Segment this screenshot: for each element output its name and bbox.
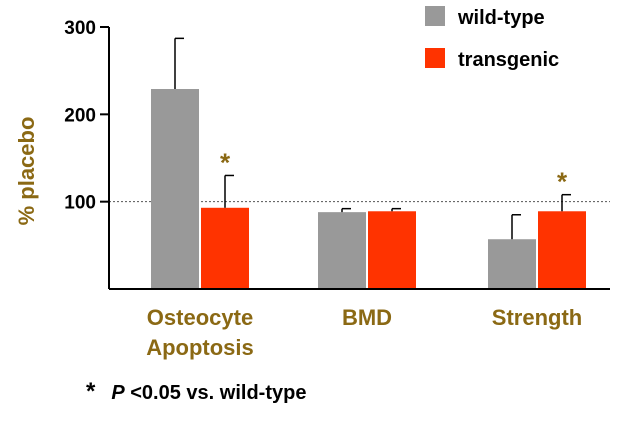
legend-swatch-wild-type [425, 6, 445, 26]
category-label: BMD [342, 305, 392, 330]
bar-transgenic-1 [368, 211, 416, 289]
category-label: Apoptosis [146, 335, 254, 360]
legend-swatch-transgenic [425, 48, 445, 68]
footnote: * P <0.05 vs. wild-type [86, 378, 306, 406]
footnote-p: P [111, 382, 125, 404]
y-tick-label: 300 [64, 18, 96, 39]
footnote-text: <0.05 vs. wild-type [130, 382, 307, 404]
y-tick-label: 100 [64, 193, 96, 214]
bar-transgenic-0 [201, 207, 249, 289]
significance-marker: * [220, 147, 231, 177]
y-tick-label: 200 [64, 105, 96, 126]
bar-wild-type-0 [151, 89, 199, 289]
legend: wild-type transgenic [425, 6, 559, 71]
legend-label-transgenic: transgenic [458, 49, 559, 71]
bars-layer: ** [151, 37, 586, 289]
category-label: Osteocyte [147, 305, 253, 330]
bar-wild-type-1 [318, 212, 366, 289]
x-categories: Osteocyte Apoptosis BMD Strength [146, 305, 582, 360]
footnote-marker: * [86, 378, 96, 405]
significance-marker: * [557, 167, 568, 197]
y-axis-label: % placebo [14, 117, 39, 226]
bar-wild-type-2 [488, 239, 536, 289]
bar-transgenic-2 [538, 211, 586, 289]
y-ticks: 100 200 300 [64, 18, 109, 214]
y-axis [108, 27, 610, 290]
legend-label-wild-type: wild-type [457, 7, 545, 29]
category-label: Strength [492, 305, 582, 330]
